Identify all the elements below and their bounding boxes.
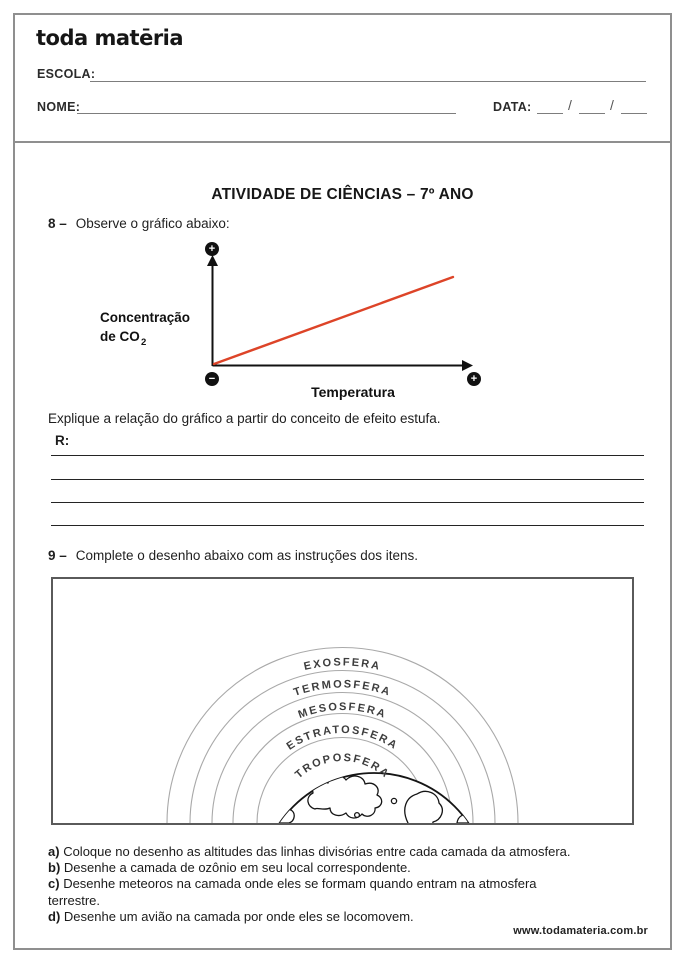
plus-icon: + (471, 373, 477, 385)
answer-line[interactable] (51, 455, 644, 456)
layer-arc (166, 647, 519, 823)
question-9-prompt: Complete o desenho abaixo com as instruç… (75, 548, 418, 563)
name-label: NOME: (37, 100, 81, 114)
minus-icon: − (209, 373, 215, 385)
answer-prefix: R: (55, 433, 70, 448)
item-letter: a) (48, 844, 60, 859)
y-axis-arrow-icon (207, 255, 218, 266)
item-text-continuation: terrestre. (48, 892, 101, 908)
name-fill-line[interactable] (77, 113, 456, 114)
toda-materia-logo: toda matēria (36, 26, 184, 50)
item-letter: d) (48, 908, 61, 924)
earth-illustration (278, 772, 470, 823)
co2-temperature-graph: + − + Concentração de CO 2 Temperatura (100, 242, 481, 400)
page-border-frame (13, 13, 672, 950)
school-label: ESCOLA: (37, 67, 96, 81)
continent-shape (278, 809, 295, 823)
date-month-slot[interactable] (579, 113, 605, 114)
school-fill-line[interactable] (90, 81, 646, 82)
continent-shape (404, 790, 443, 823)
y-axis-label-subscript: 2 (141, 337, 146, 348)
plus-icon: + (209, 243, 215, 255)
question-8: 8 – Observe o gráfico abaixo: (48, 216, 230, 231)
answer-line[interactable] (51, 525, 644, 526)
island-shape (353, 811, 361, 819)
atmosphere-diagram-box: EXOSFERA TERMOSFERA MESOSFERA ESTRATOSFE… (51, 577, 634, 825)
item-letter: c) (48, 876, 60, 892)
item-c: c) Desenhe meteoros na camada onde eles … (48, 876, 642, 908)
item-text: Desenhe a camada de ozônio em seu local … (63, 860, 411, 876)
item-d: d) Desenhe um avião na camada por onde e… (48, 909, 642, 925)
footer-url: www.todamateria.com.br (513, 925, 648, 937)
island-shape (390, 797, 398, 805)
x-axis-arrow-icon (462, 360, 473, 371)
co2-trend-line (212, 275, 455, 366)
item-text: Coloque no desenho as altitudes das linh… (63, 844, 571, 859)
question-9-items: a) Coloque no desenho as altitudes das l… (48, 844, 642, 925)
y-axis-label-line1: Concentração (100, 310, 190, 325)
layer-arc (211, 691, 474, 823)
question-9: 9 – Complete o desenho abaixo com as inst… (48, 548, 418, 563)
origin-minus-badge: − (205, 372, 219, 386)
date-label: DATA: (493, 100, 532, 114)
date-slash: / (610, 97, 614, 113)
answer-line[interactable] (51, 502, 644, 503)
layer-arc (256, 736, 429, 823)
item-b: b) Desenhe a camada de ozônio em seu loc… (48, 860, 642, 876)
item-letter: b) (48, 860, 61, 876)
date-day-slot[interactable] (537, 113, 563, 114)
y-axis-plus-badge: + (205, 242, 219, 256)
atmosphere-layers-svg: EXOSFERA TERMOSFERA MESOSFERA ESTRATOSFE… (166, 647, 519, 823)
svg-text:TERMOSFERA: TERMOSFERA (292, 678, 393, 698)
layer-arc (232, 712, 453, 823)
layer-arc (189, 669, 496, 823)
item-text: Desenhe um avião na camada por onde eles… (63, 908, 414, 924)
answer-line[interactable] (51, 479, 644, 480)
question-8-number: 8 – (48, 216, 67, 231)
question-9-number: 9 – (48, 548, 67, 563)
item-a: a) Coloque no desenho as altitudes das l… (48, 844, 642, 860)
x-axis-label: Temperatura (311, 384, 395, 400)
item-text: Desenhe meteoros na camada onde eles se … (63, 876, 537, 892)
question-8-prompt: Observe o gráfico abaixo: (75, 216, 230, 231)
worksheet-title: ATIVIDADE DE CIÊNCIAS – 7º ANO (211, 186, 474, 203)
question-8-instruction: Explique a relação do gráfico a partir d… (48, 411, 441, 426)
x-axis-plus-badge: + (467, 372, 481, 386)
y-axis-label-line2: de CO (100, 329, 140, 344)
date-year-slot[interactable] (621, 113, 647, 114)
header-divider-line (13, 141, 672, 143)
date-slash: / (568, 97, 572, 113)
layer-label-termosfera: TERMOSFERA (292, 678, 391, 698)
